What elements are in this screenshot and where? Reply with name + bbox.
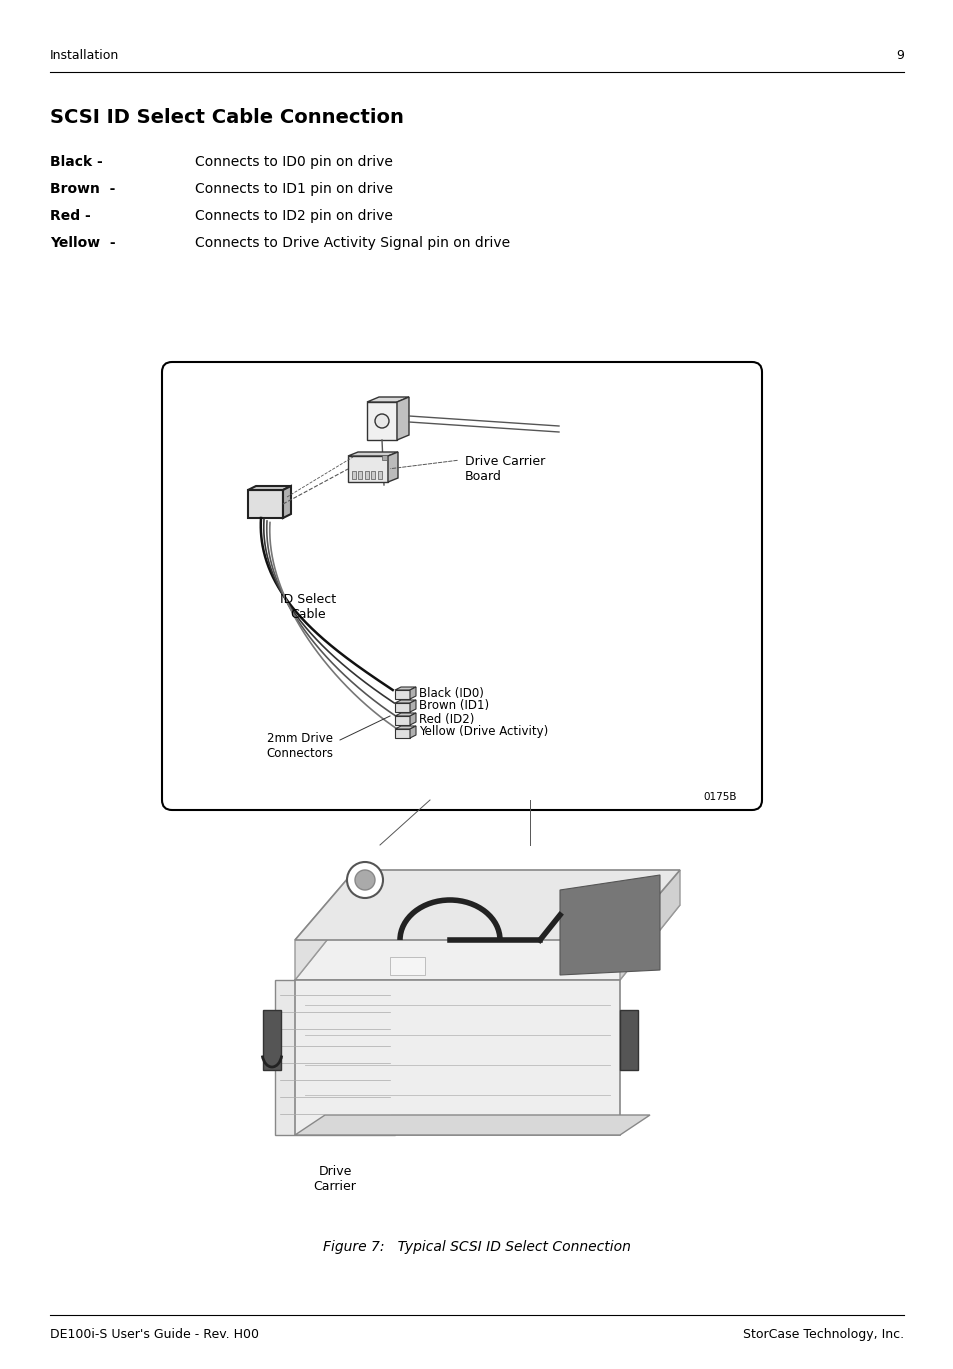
- Bar: [263, 1010, 281, 1071]
- Bar: [395, 730, 410, 738]
- Polygon shape: [410, 700, 416, 712]
- Polygon shape: [395, 687, 416, 690]
- Polygon shape: [294, 871, 679, 941]
- Bar: [348, 456, 388, 482]
- Bar: [390, 957, 424, 975]
- Bar: [352, 471, 355, 479]
- FancyBboxPatch shape: [162, 361, 761, 810]
- Bar: [619, 1010, 638, 1071]
- Text: DE100i-S User's Guide - Rev. H00: DE100i-S User's Guide - Rev. H00: [50, 1328, 258, 1342]
- Text: 0175B: 0175B: [702, 793, 737, 802]
- Text: Figure 7:   Typical SCSI ID Select Connection: Figure 7: Typical SCSI ID Select Connect…: [323, 1240, 630, 1254]
- Bar: [371, 471, 375, 479]
- Text: Black -: Black -: [50, 155, 103, 168]
- Text: SCSI ID Select Cable Connection: SCSI ID Select Cable Connection: [50, 108, 403, 127]
- Text: Brown  -: Brown -: [50, 182, 115, 196]
- Text: Black (ID0): Black (ID0): [418, 686, 483, 700]
- Polygon shape: [367, 397, 409, 402]
- Text: Drive Carrier
Board: Drive Carrier Board: [464, 455, 545, 483]
- Text: Yellow  -: Yellow -: [50, 235, 115, 251]
- Polygon shape: [395, 713, 416, 716]
- Polygon shape: [294, 1114, 649, 1135]
- Bar: [377, 471, 381, 479]
- Bar: [274, 980, 395, 1135]
- Circle shape: [355, 871, 375, 890]
- Text: 9: 9: [895, 49, 903, 62]
- Text: Red -: Red -: [50, 209, 91, 223]
- Bar: [395, 716, 410, 726]
- Text: Installation: Installation: [50, 49, 119, 62]
- Polygon shape: [294, 980, 619, 1135]
- Bar: [395, 690, 410, 700]
- Bar: [395, 704, 410, 712]
- Polygon shape: [559, 875, 659, 975]
- Polygon shape: [396, 397, 409, 439]
- Polygon shape: [294, 871, 355, 980]
- Text: Brown (ID1): Brown (ID1): [418, 700, 489, 712]
- Text: Red (ID2): Red (ID2): [418, 712, 474, 726]
- Bar: [381, 455, 387, 460]
- Text: Connects to ID0 pin on drive: Connects to ID0 pin on drive: [194, 155, 393, 168]
- Polygon shape: [348, 452, 397, 456]
- Circle shape: [375, 413, 389, 428]
- Text: 2mm Drive
Connectors: 2mm Drive Connectors: [266, 732, 334, 760]
- Text: Drive
Carrier: Drive Carrier: [314, 1165, 356, 1192]
- Circle shape: [347, 862, 382, 898]
- Polygon shape: [283, 486, 291, 517]
- Polygon shape: [410, 726, 416, 738]
- Bar: [365, 471, 369, 479]
- Polygon shape: [388, 452, 397, 482]
- Polygon shape: [248, 486, 291, 490]
- Polygon shape: [410, 687, 416, 700]
- Polygon shape: [294, 905, 679, 980]
- Bar: [367, 402, 396, 439]
- Text: Connects to Drive Activity Signal pin on drive: Connects to Drive Activity Signal pin on…: [194, 235, 510, 251]
- Polygon shape: [410, 713, 416, 726]
- Bar: [248, 490, 283, 517]
- Text: StorCase Technology, Inc.: StorCase Technology, Inc.: [742, 1328, 903, 1342]
- Text: Connects to ID2 pin on drive: Connects to ID2 pin on drive: [194, 209, 393, 223]
- Polygon shape: [619, 871, 679, 980]
- Polygon shape: [395, 726, 416, 730]
- Text: ID Select
Cable: ID Select Cable: [279, 593, 335, 622]
- Text: Connects to ID1 pin on drive: Connects to ID1 pin on drive: [194, 182, 393, 196]
- Polygon shape: [395, 700, 416, 704]
- Bar: [358, 471, 362, 479]
- Text: Yellow (Drive Activity): Yellow (Drive Activity): [418, 726, 548, 738]
